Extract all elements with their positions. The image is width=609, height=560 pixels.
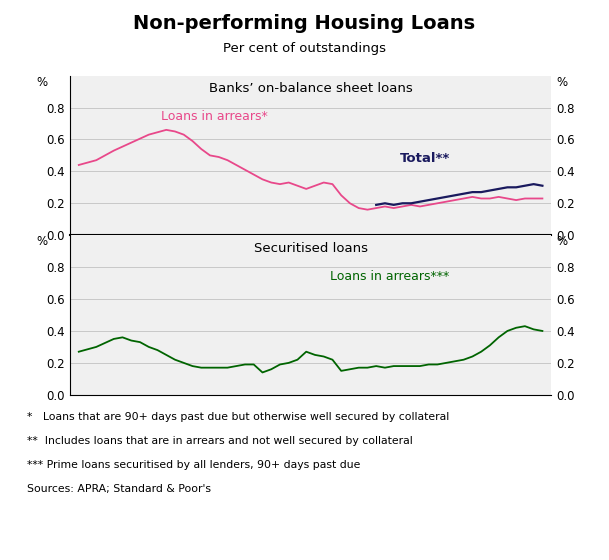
Text: Banks’ on-balance sheet loans: Banks’ on-balance sheet loans <box>209 82 412 95</box>
Text: Sources: APRA; Standard & Poor's: Sources: APRA; Standard & Poor's <box>27 484 211 494</box>
Text: *   Loans that are 90+ days past due but otherwise well secured by collateral: * Loans that are 90+ days past due but o… <box>27 412 449 422</box>
Text: **  Includes loans that are in arrears and not well secured by collateral: ** Includes loans that are in arrears an… <box>27 436 413 446</box>
Text: %: % <box>556 235 567 248</box>
Text: Total**: Total** <box>400 152 450 165</box>
Text: Loans in arrears*: Loans in arrears* <box>161 110 268 123</box>
Text: Per cent of outstandings: Per cent of outstandings <box>223 42 386 55</box>
Text: %: % <box>37 76 48 88</box>
Text: %: % <box>556 76 567 88</box>
Text: %: % <box>37 235 48 248</box>
Text: Securitised loans: Securitised loans <box>253 241 368 255</box>
Text: Non-performing Housing Loans: Non-performing Housing Loans <box>133 14 476 33</box>
Text: Loans in arrears***: Loans in arrears*** <box>330 270 449 283</box>
Text: *** Prime loans securitised by all lenders, 90+ days past due: *** Prime loans securitised by all lende… <box>27 460 361 470</box>
